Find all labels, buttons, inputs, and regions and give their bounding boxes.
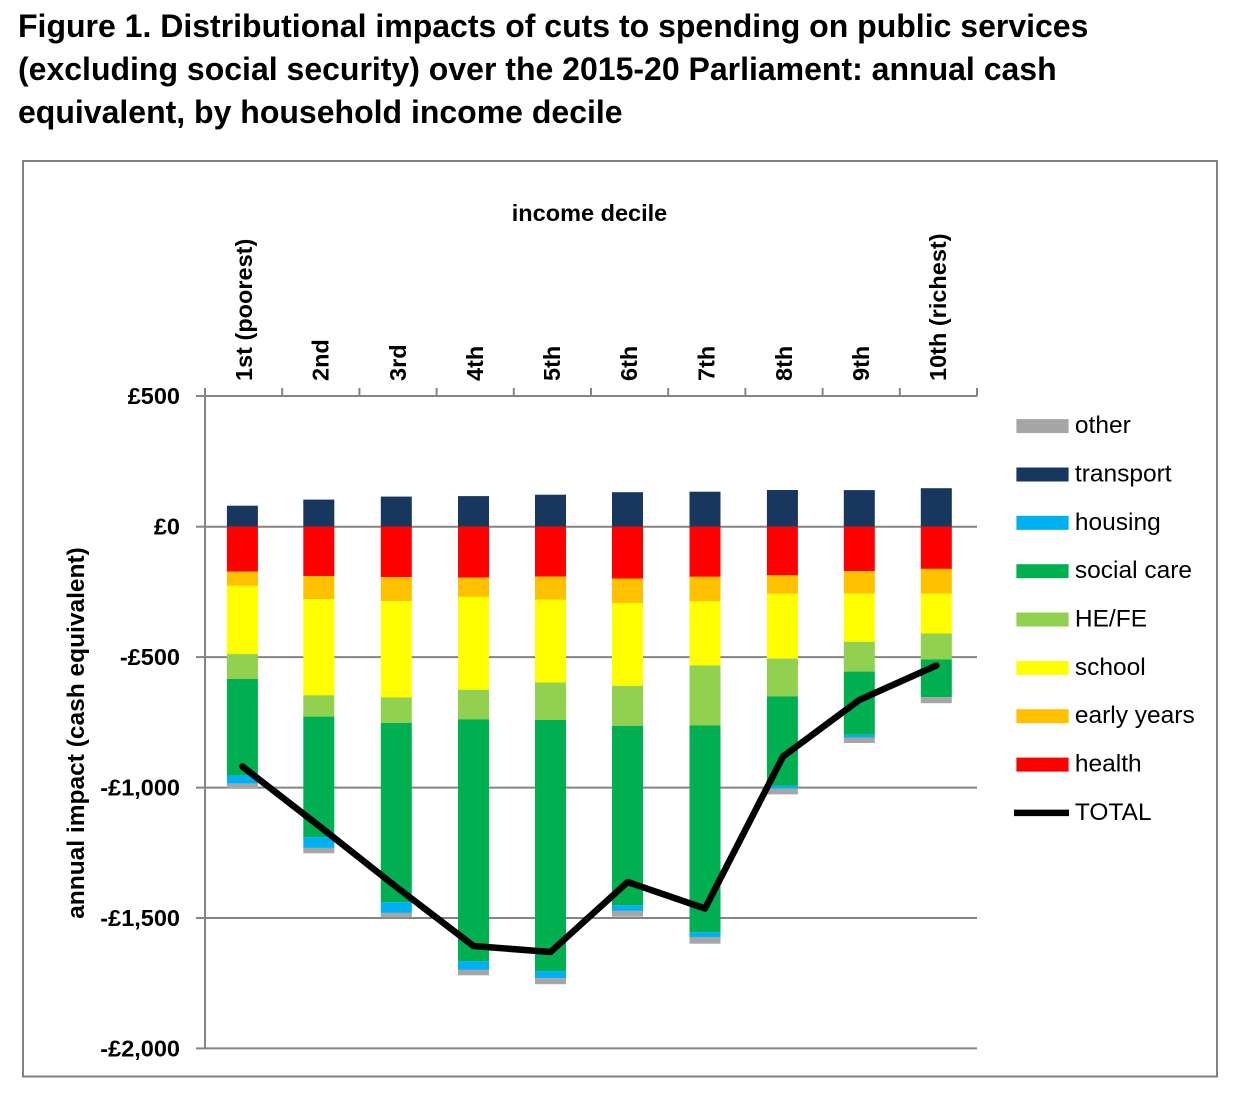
svg-text:annual impact (cash equivalent: annual impact (cash equivalent) [63,547,90,919]
svg-text:TOTAL: TOTAL [1075,799,1152,826]
svg-text:10th (richest): 10th (richest) [925,233,951,381]
svg-text:transport: transport [1075,461,1172,488]
svg-text:early years: early years [1075,702,1195,729]
svg-text:2nd: 2nd [307,339,333,381]
svg-text:health: health [1075,751,1142,778]
svg-text:housing: housing [1075,509,1161,536]
svg-text:4th: 4th [462,346,488,381]
svg-text:HE/FE: HE/FE [1075,606,1147,633]
svg-text:1st (poorest): 1st (poorest) [231,239,257,381]
svg-text:-£1,500: -£1,500 [100,905,180,931]
svg-text:other: other [1075,412,1131,439]
svg-text:£500: £500 [128,383,180,409]
svg-text:-£1,000: -£1,000 [100,775,180,801]
svg-text:7th: 7th [694,346,720,381]
svg-text:income decile: income decile [512,200,667,226]
svg-text:5th: 5th [539,346,565,381]
svg-text:-£2,000: -£2,000 [100,1035,180,1061]
svg-text:£0: £0 [154,514,180,540]
svg-text:3rd: 3rd [385,344,411,381]
svg-text:social care: social care [1075,557,1192,584]
svg-text:school: school [1075,654,1146,681]
svg-text:-£500: -£500 [120,644,180,670]
svg-text:8th: 8th [771,346,797,381]
svg-text:6th: 6th [616,346,642,381]
svg-text:9th: 9th [848,346,874,381]
